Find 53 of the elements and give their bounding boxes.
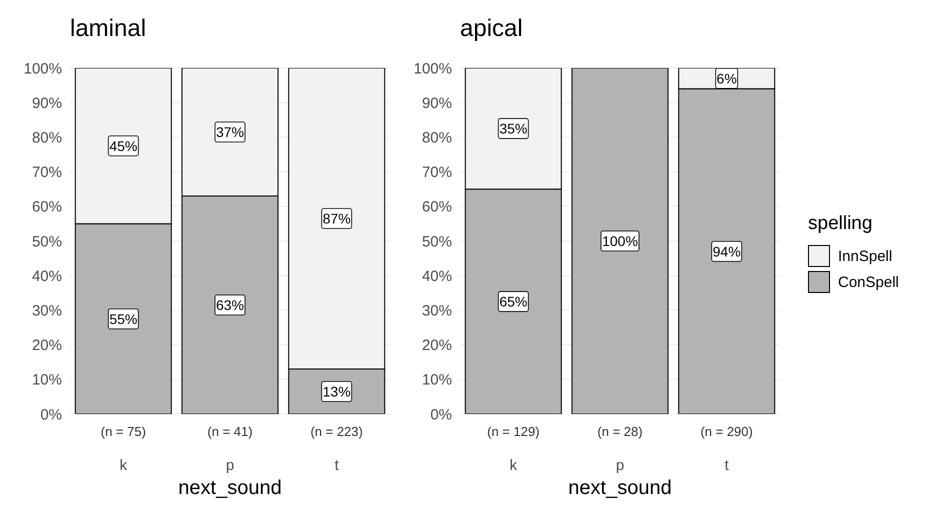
y-tick-label: 0% [40,406,62,424]
x-tick-label: k [120,457,128,474]
legend-label: InnSpell [838,248,892,264]
data-label: 87% [322,210,351,227]
y-tick-label: 30% [422,302,452,320]
x-tick-label: k [510,457,518,474]
y-tick-label: 10% [422,372,452,389]
y-tick-label: 50% [32,233,62,250]
chart-title: apical [459,14,524,44]
x-tick-label: t [334,457,340,474]
data-label: 13% [322,384,351,400]
y-tick-label: 40% [32,268,62,285]
y-tick-label: 100% [414,60,452,78]
y-tick-label: 50% [422,233,452,250]
y-tick-label: 90% [422,94,452,112]
y-tick-label: 80% [32,130,62,147]
text: (n = 28) [597,424,643,439]
data-label: 55% [109,310,138,327]
data-label: 100% [602,233,638,249]
y-tick-label: 0% [430,406,452,424]
x-axis-title: next_sound [568,477,672,499]
data-label: 65% [499,294,528,310]
text: (n = 290) [700,424,753,439]
data-label: 37% [216,124,244,140]
bar [572,68,668,414]
text: (n = 129) [487,424,540,439]
x-tick-label: p [226,457,234,474]
y-tick-label: 70% [32,164,62,182]
y-tick-label: 60% [422,198,452,216]
y-tick-label: 90% [32,94,62,112]
text: (n = 75) [100,424,146,439]
x-axis-title: next_sound [178,477,282,499]
y-tick-label: 10% [32,372,62,389]
y-tick-label: 70% [422,164,452,182]
x-tick-label: t [724,457,730,474]
y-tick-label: 40% [422,268,452,285]
data-label: 63% [216,297,244,314]
text: (n = 41) [207,424,253,439]
x-tick-label: p [616,457,624,474]
data-label: 35% [499,120,528,137]
text: (n = 223) [310,424,363,439]
y-tick-label: 80% [422,130,452,147]
y-tick-label: 100% [24,60,62,78]
chart-title: laminal [69,14,148,44]
legend-label: ConSpell [838,274,899,290]
data-label: 94% [712,243,741,260]
data-label: 45% [109,138,138,154]
y-tick-label: 20% [32,337,62,354]
legend-title: spelling [808,213,874,235]
y-tick-label: 60% [32,198,62,216]
y-tick-label: 30% [32,302,62,320]
data-label: 6% [716,70,737,86]
y-tick-label: 20% [422,337,452,354]
